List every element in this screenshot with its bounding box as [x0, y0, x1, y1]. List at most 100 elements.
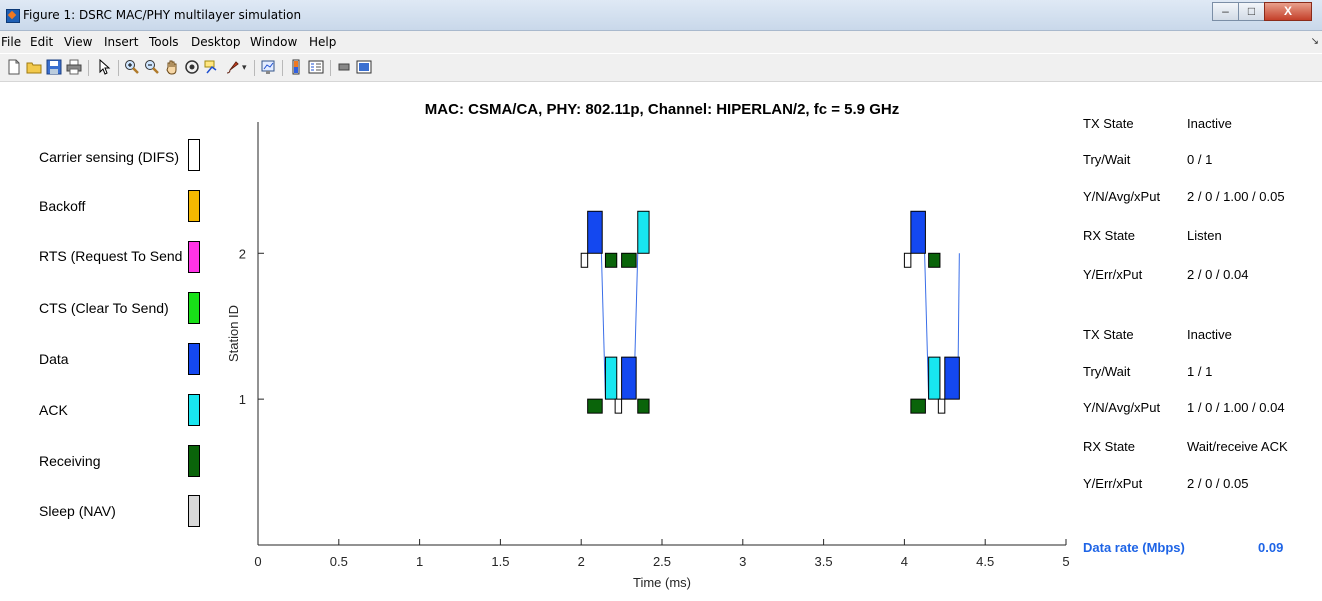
- x-tick-label: 3: [739, 554, 746, 569]
- hide-plot-tools-icon[interactable]: [336, 59, 352, 75]
- data-rate-label: Data rate (Mbps): [1083, 540, 1185, 555]
- x-tick-label: 0: [254, 554, 261, 569]
- data-cursor-icon[interactable]: [204, 59, 220, 75]
- new-file-icon[interactable]: [6, 59, 22, 75]
- x-tick-label: 5: [1062, 554, 1069, 569]
- station-2-yerr-label: Y/Err/xPut: [1083, 267, 1143, 282]
- matlab-app-icon: [6, 9, 20, 23]
- x-tick-label: 1: [416, 554, 423, 569]
- station-2-rx-state-label: RX State: [1083, 228, 1136, 243]
- menu-desktop[interactable]: Desktop: [191, 35, 241, 49]
- station-1-yerr-label: Y/Err/xPut: [1083, 476, 1143, 491]
- colorbar-icon[interactable]: [288, 59, 304, 75]
- station-2-tx-state-label: TX State: [1083, 116, 1134, 131]
- link-plot-icon[interactable]: [260, 59, 276, 75]
- segment-carrier-sensing-difs: [614, 398, 623, 414]
- zoom-in-icon[interactable]: [124, 59, 140, 75]
- figure-toolbar: ▾: [0, 54, 1322, 82]
- transmission-link-line: [924, 253, 930, 400]
- segment-receiving: [604, 252, 618, 268]
- toolbar-separator: [88, 60, 89, 76]
- segment-ack: [928, 356, 941, 400]
- x-tick-label: 4: [901, 554, 908, 569]
- menu-view[interactable]: View: [64, 35, 93, 49]
- menu-help[interactable]: Help: [309, 35, 337, 49]
- x-tick-label: 2.5: [653, 554, 671, 569]
- menu-edit[interactable]: Edit: [30, 35, 54, 49]
- y-tick-label: 2: [239, 246, 246, 261]
- menu-file[interactable]: File: [1, 35, 22, 49]
- menu-tools[interactable]: Tools: [149, 35, 179, 49]
- segment-data: [944, 356, 960, 400]
- segment-receiving: [587, 398, 603, 414]
- transmission-link-line: [600, 253, 606, 400]
- station-1-yerr-value: 2 / 0 / 0.05: [1187, 476, 1249, 491]
- legend-label-rts: RTS (Request To Send: [39, 248, 183, 264]
- x-tick-label: 3.5: [815, 554, 833, 569]
- legend-swatch-cts: [188, 292, 200, 324]
- pan-hand-icon[interactable]: [164, 59, 180, 75]
- toolbar-separator: [118, 60, 119, 76]
- open-folder-icon[interactable]: [26, 59, 42, 75]
- station-1-rx-state-label: RX State: [1083, 439, 1136, 454]
- station-2-ynavg-label: Y/N/Avg/xPut: [1083, 189, 1161, 204]
- close-button[interactable]: X: [1264, 2, 1312, 21]
- zoom-out-icon[interactable]: [144, 59, 160, 75]
- brush-dropdown-icon[interactable]: ▾: [242, 62, 247, 72]
- station-2-ynavg-value: 2 / 0 / 1.00 / 0.05: [1187, 189, 1285, 204]
- menu-window[interactable]: Window: [250, 35, 298, 49]
- figure-canvas: MAC: CSMA/CA, PHY: 802.11p, Channel: HIP…: [0, 82, 1322, 601]
- maximize-button[interactable]: □: [1238, 2, 1265, 21]
- legend-label-backoff: Backoff: [39, 198, 86, 214]
- segment-ack: [604, 356, 618, 400]
- print-icon[interactable]: [66, 59, 82, 75]
- rotate-3d-icon[interactable]: [184, 59, 200, 75]
- station-1-tx-state-label: TX State: [1083, 327, 1134, 342]
- x-axis-label: Time (ms): [633, 575, 691, 590]
- window-title: Figure 1: DSRC MAC/PHY multilayer simula…: [23, 8, 302, 22]
- segment-ack: [637, 210, 650, 254]
- station-1-ynavg-label: Y/N/Avg/xPut: [1083, 400, 1161, 415]
- legend-label-cts: CTS (Clear To Send): [39, 300, 169, 316]
- station-2-try-wait-value: 0 / 1: [1187, 152, 1213, 167]
- window-controls: – □ X: [1212, 2, 1312, 22]
- legend-label-data: Data: [39, 351, 69, 367]
- station-1-rx-state-value: Wait/receive ACK: [1187, 439, 1288, 454]
- segment-data: [621, 356, 637, 400]
- dock-arrow-icon[interactable]: ↘: [1310, 36, 1319, 47]
- legend-swatch-receiving: [188, 445, 200, 477]
- segment-receiving: [928, 252, 941, 268]
- station-1-ynavg-value: 1 / 0 / 1.00 / 0.04: [1187, 400, 1285, 415]
- title-bar: Figure 1: DSRC MAC/PHY multilayer simula…: [0, 0, 1322, 31]
- x-tick-label: 2: [578, 554, 585, 569]
- y-axis-label: Station ID: [226, 305, 241, 362]
- station-2-try-wait-label: Try/Wait: [1083, 152, 1131, 167]
- segment-carrier-sensing-difs: [580, 252, 589, 268]
- plot-title: MAC: CSMA/CA, PHY: 802.11p, Channel: HIP…: [424, 101, 900, 118]
- legend-swatch-backoff: [188, 190, 200, 222]
- timeline-plot[interactable]: 0 0.5 1 1.5 2 2.5 3 3.5 4 4.5 5 1 2 Time (ms) Station …: [0, 82, 1322, 601]
- segment-receiving: [637, 398, 650, 414]
- legend-icon[interactable]: [308, 59, 324, 75]
- y-tick-label: 1: [239, 392, 246, 407]
- segment-carrier-sensing-difs: [937, 398, 946, 414]
- legend-label-receiving: Receiving: [39, 453, 101, 469]
- brush-icon[interactable]: [224, 59, 240, 75]
- pointer-icon[interactable]: [96, 59, 112, 75]
- save-icon[interactable]: [46, 59, 62, 75]
- station-2-rx-state-value: Listen: [1187, 228, 1222, 243]
- x-tick-label: 0.5: [330, 554, 348, 569]
- show-plot-tools-icon[interactable]: [356, 59, 372, 75]
- station-1-tx-state-value: Inactive: [1187, 327, 1232, 342]
- legend-label-sleep: Sleep (NAV): [39, 503, 116, 519]
- legend-swatch-ack: [188, 394, 200, 426]
- segment-receiving: [910, 398, 926, 414]
- station-1-try-wait-label: Try/Wait: [1083, 364, 1131, 379]
- station-1-try-wait-value: 1 / 1: [1187, 364, 1213, 379]
- legend-label-ack: ACK: [39, 402, 68, 418]
- segment-carrier-sensing-difs: [903, 252, 912, 268]
- menu-bar: File Edit View Insert Tools Desktop Wind…: [0, 31, 1322, 53]
- menu-insert[interactable]: Insert: [104, 35, 139, 49]
- toolbar-separator: [330, 60, 331, 76]
- minimize-button[interactable]: –: [1212, 2, 1239, 21]
